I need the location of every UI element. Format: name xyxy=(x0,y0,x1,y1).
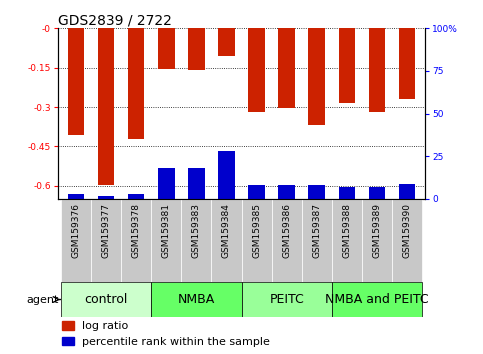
FancyBboxPatch shape xyxy=(302,199,332,282)
Text: GSM159390: GSM159390 xyxy=(402,203,412,258)
Text: GDS2839 / 2722: GDS2839 / 2722 xyxy=(58,13,172,27)
Text: PEITC: PEITC xyxy=(269,293,304,306)
Bar xyxy=(188,168,205,199)
Text: NMBA and PEITC: NMBA and PEITC xyxy=(325,293,429,306)
Text: GSM159383: GSM159383 xyxy=(192,203,201,258)
FancyBboxPatch shape xyxy=(242,282,332,316)
Text: agent: agent xyxy=(26,295,58,304)
FancyBboxPatch shape xyxy=(151,199,181,282)
Bar xyxy=(339,28,355,103)
Bar xyxy=(188,28,205,70)
Bar xyxy=(218,151,235,199)
Text: GSM159387: GSM159387 xyxy=(312,203,321,258)
Text: GSM159389: GSM159389 xyxy=(372,203,382,258)
Bar xyxy=(128,194,144,199)
FancyBboxPatch shape xyxy=(362,199,392,282)
FancyBboxPatch shape xyxy=(271,199,302,282)
FancyBboxPatch shape xyxy=(121,199,151,282)
Bar xyxy=(278,28,295,108)
FancyBboxPatch shape xyxy=(181,199,212,282)
Bar xyxy=(248,28,265,112)
Bar xyxy=(98,196,114,199)
Bar xyxy=(128,28,144,139)
Legend: log ratio, percentile rank within the sample: log ratio, percentile rank within the sa… xyxy=(58,316,275,351)
Bar xyxy=(68,28,85,135)
Text: GSM159385: GSM159385 xyxy=(252,203,261,258)
Text: control: control xyxy=(85,293,128,306)
Text: GSM159386: GSM159386 xyxy=(282,203,291,258)
FancyBboxPatch shape xyxy=(242,199,271,282)
Bar xyxy=(339,187,355,199)
Text: GSM159378: GSM159378 xyxy=(132,203,141,258)
Bar xyxy=(309,28,325,125)
Bar xyxy=(98,28,114,184)
FancyBboxPatch shape xyxy=(91,199,121,282)
Bar xyxy=(68,194,85,199)
Text: NMBA: NMBA xyxy=(178,293,215,306)
Bar xyxy=(158,28,174,69)
Bar xyxy=(158,168,174,199)
Bar xyxy=(278,185,295,199)
FancyBboxPatch shape xyxy=(61,199,91,282)
Bar xyxy=(398,184,415,199)
FancyBboxPatch shape xyxy=(151,282,242,316)
FancyBboxPatch shape xyxy=(332,199,362,282)
Bar xyxy=(218,28,235,56)
Text: GSM159388: GSM159388 xyxy=(342,203,351,258)
Text: GSM159381: GSM159381 xyxy=(162,203,171,258)
Bar xyxy=(248,185,265,199)
FancyBboxPatch shape xyxy=(61,282,151,316)
Bar xyxy=(369,28,385,112)
FancyBboxPatch shape xyxy=(212,199,242,282)
Text: GSM159384: GSM159384 xyxy=(222,203,231,258)
Text: GSM159376: GSM159376 xyxy=(71,203,81,258)
FancyBboxPatch shape xyxy=(332,282,422,316)
FancyBboxPatch shape xyxy=(392,199,422,282)
Bar xyxy=(398,28,415,99)
Bar xyxy=(369,187,385,199)
Text: GSM159377: GSM159377 xyxy=(101,203,111,258)
Bar xyxy=(309,185,325,199)
